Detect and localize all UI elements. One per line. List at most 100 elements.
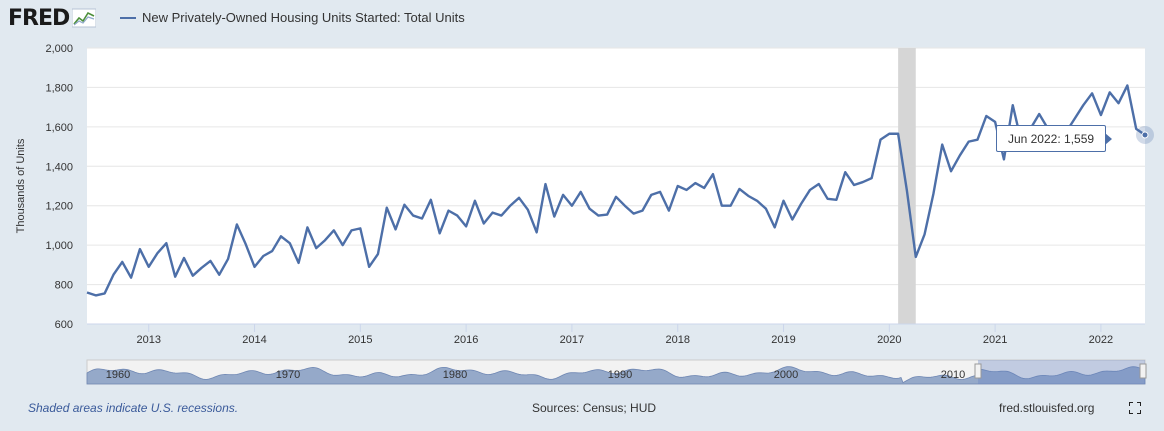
- data-point: [589, 208, 591, 210]
- fullscreen-icon[interactable]: [1129, 402, 1141, 414]
- fred-logo[interactable]: FRED: [8, 4, 97, 32]
- data-point: [950, 170, 952, 172]
- tooltip-label: Jun 2022:: [1007, 131, 1061, 146]
- data-point: [985, 115, 987, 117]
- navigator[interactable]: 1960 1970 1980 1990 2000 2010: [86, 359, 1147, 385]
- data-point: [906, 190, 908, 192]
- data-point: [139, 248, 141, 250]
- data-point: [774, 226, 776, 228]
- data-point: [694, 182, 696, 184]
- data-point: [606, 214, 608, 216]
- data-point: [633, 213, 635, 215]
- data-point: [809, 189, 811, 191]
- data-point: [236, 223, 238, 225]
- data-point: [1073, 118, 1075, 120]
- data-point: [844, 171, 846, 173]
- data-point: [430, 199, 432, 201]
- data-point: [518, 197, 520, 199]
- legend[interactable]: New Privately-Owned Housing Units Starte…: [120, 10, 465, 25]
- x-tick-label: 2013: [136, 334, 160, 346]
- data-point: [536, 231, 538, 233]
- series-line[interactable]: [86, 84, 1146, 297]
- data-point: [245, 243, 247, 245]
- data-point: [871, 177, 873, 179]
- data-point: [932, 193, 934, 195]
- data-point: [553, 216, 555, 218]
- data-point: [1003, 158, 1005, 160]
- data-point: [148, 266, 150, 268]
- data-point: [818, 183, 820, 185]
- navigator-label: 2000: [774, 369, 798, 381]
- data-point: [527, 209, 529, 211]
- data-point: [386, 207, 388, 209]
- data-point: [324, 239, 326, 241]
- data-point: [351, 229, 353, 231]
- data-point: [1091, 92, 1093, 94]
- data-point: [686, 189, 688, 191]
- data-point: [791, 219, 793, 221]
- tooltip: Jun 2022: 1,559: [996, 125, 1112, 152]
- data-point: [959, 154, 961, 156]
- data-point: [827, 198, 829, 200]
- data-point: [853, 184, 855, 186]
- fred-logo-text: FRED: [8, 5, 70, 31]
- data-point: [421, 218, 423, 220]
- data-point: [571, 205, 573, 207]
- data-point: [165, 242, 167, 244]
- x-tick-label: 2021: [983, 334, 1007, 346]
- data-point: [738, 188, 740, 190]
- data-point: [174, 276, 176, 278]
- data-point: [377, 253, 379, 255]
- legend-swatch: [120, 16, 136, 19]
- navigator-label: 2010: [941, 369, 965, 381]
- data-point: [580, 191, 582, 193]
- data-point: [306, 226, 308, 228]
- sources-text: Sources: Census; HUD: [532, 401, 657, 415]
- data-point: [403, 204, 405, 206]
- data-point: [756, 200, 758, 202]
- x-tick-label: 2018: [665, 334, 689, 346]
- navigator-left-handle[interactable]: [974, 363, 982, 379]
- data-point: [86, 291, 88, 293]
- data-point: [783, 200, 785, 202]
- data-point: [862, 181, 864, 183]
- data-point: [1118, 102, 1120, 104]
- data-point: [192, 275, 194, 277]
- navigator-area: [86, 366, 1146, 385]
- y-tick-label: 1,800: [45, 82, 73, 94]
- recession-note: Shaded areas indicate U.S. recessions.: [28, 401, 239, 415]
- data-point: [280, 235, 282, 237]
- data-point: [104, 292, 106, 294]
- x-tick-label: 2016: [454, 334, 478, 346]
- navigator-selected-range[interactable]: [978, 360, 1145, 384]
- data-point: [730, 205, 732, 207]
- data-point: [447, 210, 449, 212]
- y-tick-label: 1,000: [45, 240, 73, 252]
- x-tick-label: 2017: [560, 334, 584, 346]
- data-point: [474, 200, 476, 202]
- data-point: [509, 205, 511, 207]
- navigator-label: 1990: [608, 369, 632, 381]
- data-point: [880, 139, 882, 141]
- y-tick-label: 1,600: [45, 122, 73, 134]
- data-point: [395, 228, 397, 230]
- data-point: [201, 267, 203, 269]
- navigator-right-handle[interactable]: [1139, 363, 1147, 379]
- hover-point[interactable]: [1141, 131, 1149, 139]
- data-point: [359, 227, 361, 229]
- data-point: [677, 185, 679, 187]
- data-point: [1109, 91, 1111, 93]
- site-link[interactable]: fred.stlouisfed.org: [999, 401, 1095, 415]
- data-point: [262, 255, 264, 257]
- data-point: [218, 274, 220, 276]
- y-tick-label: 2,000: [45, 43, 73, 55]
- data-point: [465, 225, 467, 227]
- data-point: [333, 229, 335, 231]
- data-point: [968, 141, 970, 143]
- y-tick-label: 1,400: [45, 161, 73, 173]
- plot-area: [87, 48, 1145, 324]
- data-point: [544, 183, 546, 185]
- x-axis: 2013 2014 2015 2016 2017 2018 2019 2020 2021 2022: [87, 323, 1145, 346]
- data-point: [800, 203, 802, 205]
